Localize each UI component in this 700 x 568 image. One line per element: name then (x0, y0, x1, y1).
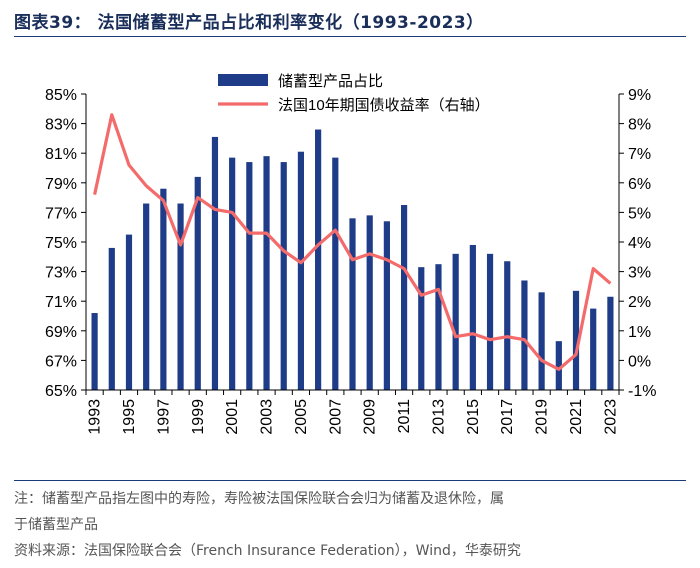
bar-2008 (349, 218, 356, 390)
bar-1994 (108, 247, 115, 390)
left-tick-label: 71% (45, 294, 77, 311)
title-divider (14, 36, 686, 37)
bar-1996 (143, 203, 150, 390)
right-tick-label: 7% (628, 146, 651, 163)
right-tick-label: 3% (628, 265, 651, 282)
left-tick-label: 65% (45, 383, 77, 400)
x-tick-label: 2007 (327, 399, 344, 435)
x-tick-label: 2005 (293, 399, 310, 435)
bar-1998 (177, 203, 184, 390)
right-tick-label: 5% (628, 205, 651, 222)
bar-2012 (418, 267, 425, 390)
x-tick-label: 2019 (534, 399, 551, 435)
bar-2001 (229, 157, 236, 390)
x-tick-label: 2011 (396, 399, 413, 434)
left-tick-label: 69% (45, 324, 77, 341)
bar-1995 (125, 234, 133, 390)
x-tick-label: 2001 (224, 399, 241, 435)
bar-2002 (246, 162, 253, 390)
left-tick-label: 79% (45, 176, 77, 193)
x-tick-label: 2015 (465, 399, 482, 435)
right-tick-label: 6% (628, 176, 651, 193)
bar-2013 (435, 264, 442, 390)
bar-2023 (607, 296, 614, 390)
x-tick-label: 2013 (430, 399, 447, 435)
bar-2007 (332, 157, 339, 390)
bar-2017 (504, 261, 511, 390)
left-tick-label: 73% (45, 265, 77, 282)
left-tick-label: 77% (45, 205, 77, 222)
bar-2009 (366, 215, 373, 390)
x-tick-label: 2021 (568, 399, 585, 435)
x-tick-label: 1993 (87, 399, 104, 435)
bar-2004 (280, 162, 287, 390)
bar-2021 (572, 290, 580, 390)
right-tick-label: 1% (628, 324, 651, 341)
left-tick-label: 67% (45, 353, 77, 370)
bar-2016 (486, 253, 494, 390)
bar-2003 (263, 156, 270, 390)
bar-1997 (160, 188, 167, 390)
x-tick-label: 1995 (121, 399, 138, 435)
bar-2019 (538, 292, 545, 390)
x-tick-label: 2003 (259, 399, 276, 435)
note-line-2: 于储蓄型产品 (14, 517, 98, 533)
legend-line-label: 法国10年期国债收益率（右轴） (278, 97, 490, 114)
bar-1993 (91, 313, 98, 390)
bar-2006 (315, 129, 322, 390)
chart: 65% 67% 69% 71% 73% 75% 77% 79% 81% 83% 85% -1% 0% 1%… (45, 73, 656, 435)
bar-2015 (469, 244, 476, 390)
source-line: 资料来源：法国保险联合会（French Insurance Federation… (14, 543, 521, 559)
bar-2014 (452, 253, 459, 390)
right-tick-label: -1% (628, 383, 656, 400)
right-tick-label: 8% (628, 117, 651, 134)
left-tick-label: 83% (45, 117, 77, 134)
x-tick-label: 1999 (190, 399, 207, 435)
x-tick-label: 2023 (602, 399, 619, 435)
right-tick-label: 2% (628, 294, 651, 311)
x-tick-label: 2017 (499, 399, 516, 435)
right-tick-label: 4% (628, 235, 651, 252)
bar-2005 (297, 151, 305, 390)
right-tick-label: 9% (628, 87, 651, 104)
bar-2010 (383, 221, 390, 390)
chart-notes: 注：储蓄型产品指左图中的寿险，寿险被法国保险联合会归为储蓄及退休险，属 于储蓄型… (14, 486, 521, 564)
bar-2011 (400, 205, 408, 390)
chart-title: 图表39： 法国储蓄型产品占比和利率变化（1993-2023） (14, 13, 484, 33)
note-line-1: 注：储蓄型产品指左图中的寿险，寿险被法国保险联合会归为储蓄及退休险，属 (14, 491, 504, 507)
left-tick-label: 85% (45, 87, 77, 104)
legend-bar-label: 储蓄型产品占比 (278, 73, 383, 90)
x-tick-label: 2009 (362, 399, 379, 435)
x-tick-label: 1997 (155, 399, 172, 435)
footer-divider (14, 480, 686, 481)
legend-bar-swatch (218, 74, 268, 86)
bar-2020 (555, 341, 562, 390)
left-tick-label: 75% (45, 235, 77, 252)
bar-1999 (194, 176, 201, 390)
bar-2022 (590, 308, 597, 390)
bar-2000 (211, 136, 219, 390)
left-tick-label: 81% (45, 146, 77, 163)
right-tick-label: 0% (628, 353, 651, 370)
bar-2018 (521, 280, 528, 390)
